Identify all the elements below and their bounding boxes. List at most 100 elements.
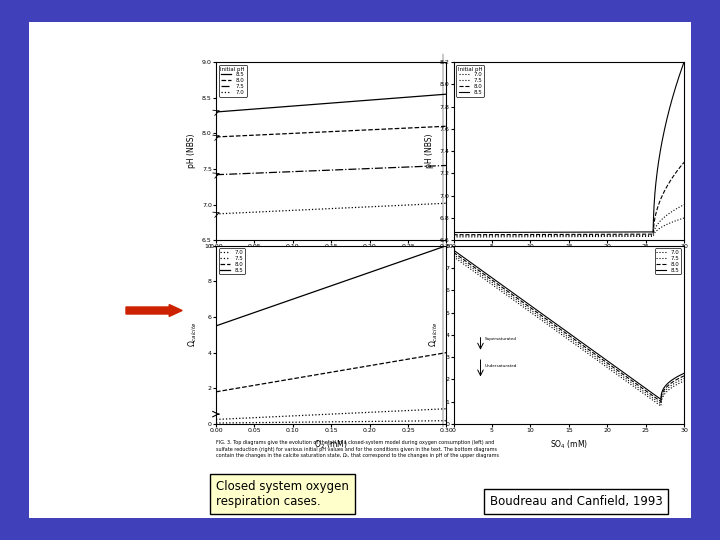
7.5: [406, 164, 415, 170]
8.5: [449, 230, 458, 236]
7.5: [212, 172, 220, 178]
Text: Undersaturated: Undersaturated: [485, 364, 517, 368]
8.5: [680, 59, 688, 65]
7.0: [348, 418, 356, 425]
7.0: [420, 417, 429, 424]
7.5: [559, 232, 567, 239]
8.0: [559, 328, 567, 334]
8.0: [442, 123, 451, 130]
8.5: [348, 98, 356, 105]
8.0: [674, 166, 683, 172]
8.5: [353, 274, 361, 280]
8.0: [680, 373, 688, 379]
8.5: [353, 98, 361, 104]
7.5: [559, 330, 567, 336]
7.5: [574, 232, 582, 239]
8.0: [353, 127, 361, 133]
8.0: [586, 348, 595, 354]
8.5: [586, 229, 595, 235]
8.0: [574, 231, 582, 238]
Text: Supersaturated: Supersaturated: [485, 337, 516, 341]
8.5: [406, 255, 415, 261]
8.5: [638, 383, 647, 389]
8.0: [420, 353, 429, 360]
Line: 8.0: 8.0: [454, 252, 684, 402]
8.5: [420, 250, 429, 256]
7.5: [442, 162, 451, 168]
Y-axis label: pH (NBS): pH (NBS): [425, 134, 434, 168]
7.5: [212, 172, 221, 178]
8.5: [442, 242, 451, 249]
8.0: [212, 388, 221, 395]
8.5: [449, 247, 458, 253]
8.5: [560, 327, 569, 333]
8.0: [449, 232, 458, 238]
7.0: [349, 204, 358, 211]
7.5: [449, 233, 458, 239]
8.5: [574, 336, 582, 343]
7.5: [420, 163, 429, 170]
7.5: [657, 401, 665, 407]
8.5: [212, 322, 221, 329]
Text: Closed system oxygen
respiration cases.: Closed system oxygen respiration cases.: [216, 480, 349, 508]
Line: 7.0: 7.0: [454, 257, 684, 406]
7.5: [680, 375, 688, 382]
7.0: [212, 211, 221, 217]
8.0: [560, 231, 569, 238]
7.0: [560, 333, 569, 340]
8.0: [675, 375, 683, 382]
Y-axis label: $\Omega_{calcite}$: $\Omega_{calcite}$: [428, 322, 440, 347]
8.5: [212, 322, 220, 329]
7.5: [560, 232, 569, 239]
7.0: [680, 215, 688, 221]
7.5: [349, 166, 358, 172]
7.0: [638, 233, 647, 240]
8.0: [420, 124, 429, 131]
7.5: [212, 416, 221, 423]
Line: 8.5: 8.5: [454, 250, 684, 400]
7.0: [349, 418, 358, 425]
Y-axis label: pH (NBS): pH (NBS): [187, 134, 197, 168]
Legend: 7.0, 7.5, 8.0, 8.5: 7.0, 7.5, 8.0, 8.5: [654, 248, 681, 274]
8.0: [406, 355, 415, 362]
7.5: [638, 232, 647, 239]
Legend: 7.0, 7.5, 8.0, 8.5: 7.0, 7.5, 8.0, 8.5: [456, 65, 485, 97]
Line: 8.5: 8.5: [216, 94, 446, 112]
Y-axis label: $\Omega_{calcite}$: $\Omega_{calcite}$: [186, 322, 199, 347]
7.5: [349, 410, 358, 416]
7.0: [212, 420, 221, 426]
8.0: [442, 349, 451, 356]
7.0: [442, 200, 451, 206]
8.5: [680, 370, 688, 376]
7.0: [212, 211, 220, 217]
8.0: [212, 134, 221, 140]
8.0: [574, 339, 582, 346]
Line: 7.5: 7.5: [454, 255, 684, 404]
Line: 7.0: 7.0: [454, 218, 684, 237]
8.5: [586, 346, 595, 352]
X-axis label: SO$_4$ (mM): SO$_4$ (mM): [549, 438, 588, 451]
Line: 7.0: 7.0: [216, 203, 446, 214]
8.0: [348, 366, 356, 372]
8.5: [560, 229, 569, 235]
7.0: [586, 233, 595, 240]
7.5: [680, 201, 688, 208]
8.5: [212, 109, 221, 115]
Line: 7.5: 7.5: [216, 165, 446, 175]
7.0: [348, 204, 356, 211]
Text: FIG. 3. Top diagrams give the evolution of the pH in a closed-system model durin: FIG. 3. Top diagrams give the evolution …: [216, 440, 499, 458]
X-axis label: O$_2$ (mM): O$_2$ (mM): [315, 255, 348, 267]
X-axis label: O$_2$ (mM): O$_2$ (mM): [315, 438, 348, 451]
7.0: [406, 418, 415, 424]
7.0: [560, 233, 569, 240]
7.5: [406, 407, 415, 414]
8.5: [559, 229, 567, 235]
7.5: [674, 204, 683, 211]
7.0: [406, 201, 415, 208]
7.5: [675, 377, 683, 384]
8.5: [657, 396, 665, 403]
8.5: [675, 373, 683, 379]
Line: 8.5: 8.5: [216, 246, 446, 326]
7.0: [638, 389, 647, 396]
Line: 8.0: 8.0: [216, 126, 446, 137]
